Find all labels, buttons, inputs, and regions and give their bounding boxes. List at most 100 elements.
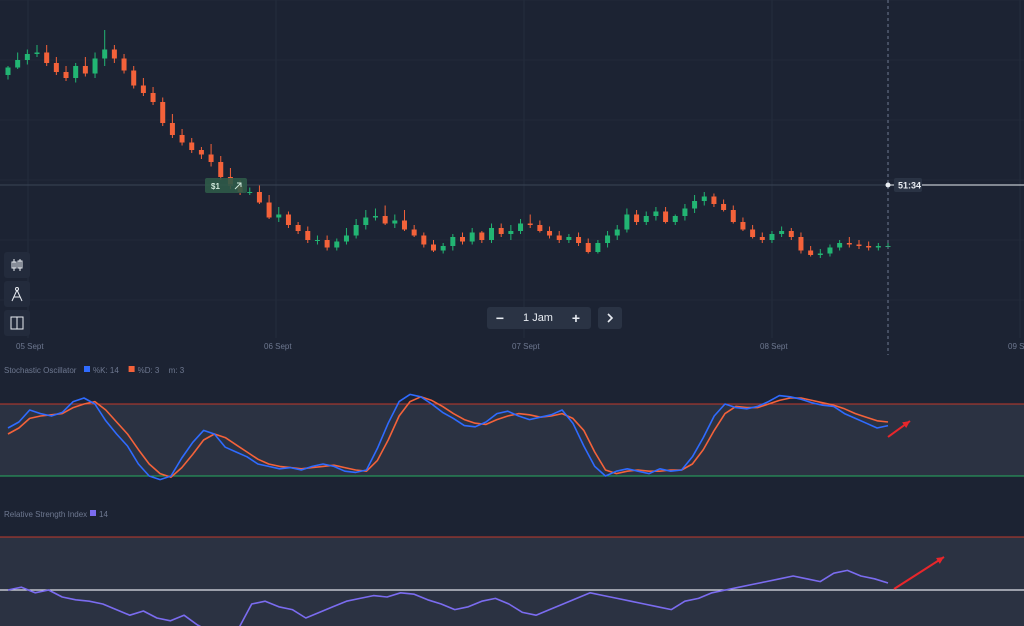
- candle-body: [537, 225, 543, 231]
- candle: [208, 144, 214, 167]
- timeframe-plus-button[interactable]: +: [571, 310, 581, 326]
- candle-body: [769, 234, 775, 240]
- scroll-forward-button[interactable]: [598, 307, 622, 329]
- candle: [82, 57, 88, 77]
- x-axis-label: 08 Sept: [760, 342, 788, 351]
- x-axis-label: 05 Sept: [16, 342, 44, 351]
- candle: [392, 214, 398, 228]
- candle-body: [711, 196, 717, 204]
- stochastic-k-line: [7, 393, 889, 481]
- candle: [44, 45, 50, 66]
- candle: [450, 234, 456, 251]
- candle: [518, 219, 524, 234]
- candle-body: [605, 235, 611, 243]
- candle: [595, 240, 601, 254]
- candle-body: [218, 162, 224, 177]
- timeframe-label[interactable]: 1 Jam: [523, 312, 553, 324]
- candle-body: [547, 231, 553, 236]
- candle-body: [759, 237, 765, 240]
- candle-body: [73, 66, 79, 78]
- candle: [131, 66, 137, 89]
- rsi-panel: Relative Strength Index 14: [0, 510, 1024, 626]
- candle: [566, 234, 572, 243]
- candle-body: [102, 49, 108, 59]
- candle-body: [295, 225, 301, 231]
- countdown-badge: [894, 178, 922, 192]
- candle-body: [576, 237, 582, 243]
- timeframe-minus-button[interactable]: −: [495, 310, 505, 326]
- candle: [711, 193, 717, 207]
- candle-body: [160, 102, 166, 123]
- candle: [769, 231, 775, 243]
- candle: [798, 232, 804, 254]
- candle: [430, 240, 436, 252]
- candle: [837, 240, 843, 251]
- candle-body: [460, 237, 466, 242]
- candle-body: [846, 243, 852, 245]
- candle: [276, 207, 282, 222]
- candle: [489, 223, 495, 243]
- trade-marker: [205, 178, 247, 193]
- current-price-dot: [885, 182, 891, 188]
- stochastic-d-line: [7, 395, 889, 479]
- candle: [53, 57, 59, 75]
- candle: [721, 199, 727, 212]
- legend-swatch: [84, 366, 90, 372]
- candle: [817, 249, 823, 258]
- drawing-tools-button[interactable]: [4, 281, 30, 307]
- candle-body: [82, 66, 88, 74]
- candle: [730, 205, 736, 224]
- candle: [111, 45, 117, 63]
- candle: [672, 214, 678, 225]
- chart-type-button[interactable]: [4, 252, 30, 278]
- candle: [827, 244, 833, 257]
- candle-body: [353, 225, 359, 236]
- candle: [856, 240, 862, 249]
- candle: [150, 87, 156, 105]
- x-axis-label: 07 Sept: [512, 342, 540, 351]
- arrow-head: [902, 421, 910, 429]
- countdown-timer: 51:34: [898, 181, 921, 191]
- candle: [285, 211, 291, 228]
- arrow-shaft: [893, 556, 945, 590]
- timeframe-control: − 1 Jam +: [487, 307, 591, 329]
- candle-body: [653, 211, 659, 216]
- candle-body: [701, 196, 707, 201]
- candle-body: [266, 202, 272, 218]
- candle: [440, 243, 446, 254]
- candle: [73, 63, 79, 83]
- candle: [382, 205, 388, 225]
- candle: [63, 66, 69, 81]
- legend-label: %D: 3: [138, 366, 160, 375]
- layout-button[interactable]: [4, 310, 30, 336]
- candle: [682, 204, 688, 221]
- candle: [614, 225, 620, 240]
- candle: [576, 232, 582, 246]
- candle-body: [779, 231, 785, 234]
- candle-body: [24, 54, 30, 60]
- candle-body: [808, 250, 814, 255]
- candle-body: [92, 58, 98, 74]
- annotation-arrow-stochastic: [887, 420, 911, 438]
- candle-body: [421, 235, 427, 245]
- candle-body: [314, 240, 320, 241]
- candle: [92, 52, 98, 78]
- chevron-right-icon: [607, 313, 614, 323]
- candle: [460, 232, 466, 245]
- compass-icon: [11, 287, 23, 302]
- candle-body: [643, 216, 649, 222]
- candle-body: [498, 228, 504, 234]
- candle: [701, 192, 707, 206]
- candle-body: [682, 208, 688, 216]
- candle: [653, 207, 659, 221]
- candle: [846, 237, 852, 248]
- candle: [160, 97, 166, 126]
- candle: [372, 208, 378, 221]
- x-axis-labels: 05 Sept 06 Sept 07 Sept 08 Sept 09 S: [16, 342, 1024, 351]
- candle: [189, 138, 195, 153]
- candle: [634, 210, 640, 225]
- legend-label: m: 3: [169, 366, 185, 375]
- candle: [663, 207, 669, 224]
- trade-amount: $1: [211, 182, 220, 191]
- candle-body: [692, 201, 698, 209]
